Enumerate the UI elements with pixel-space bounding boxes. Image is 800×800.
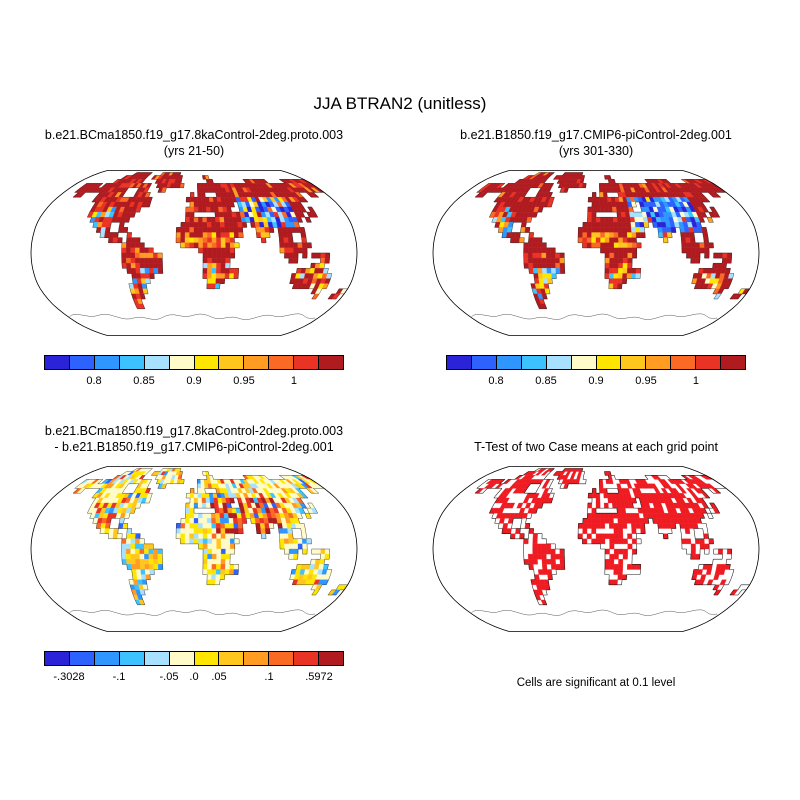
world-map-difference <box>30 466 358 632</box>
colorbar-segment <box>671 356 697 369</box>
colorbar-tick-label: .5972 <box>305 671 333 683</box>
colorbar-segment <box>94 356 120 369</box>
colorbar-segment <box>269 652 295 665</box>
world-map-ttest <box>432 466 760 632</box>
colorbar-segment <box>45 652 70 665</box>
panel-title: b.e21.BCma1850.f19_g17.8kaControl-2deg.p… <box>44 424 344 438</box>
colorbar-segment <box>169 356 195 369</box>
colorbar-tick-label: 1 <box>692 375 700 387</box>
colorbar-segment <box>496 356 522 369</box>
world-map-case1 <box>30 170 358 336</box>
colorbar-segment <box>521 356 547 369</box>
colorbar-segment <box>244 652 270 665</box>
colorbar-tick-label: 0.95 <box>635 375 657 387</box>
panel-title: b.e21.BCma1850.f19_g17.8kaControl-2deg.p… <box>44 128 344 142</box>
panel-subtitle: - b.e21.B1850.f19_g17.CMIP6-piControl-2d… <box>54 439 334 454</box>
panel-case1: b.e21.BCma1850.f19_g17.8kaControl-2deg.p… <box>2 128 386 391</box>
colorbar-segment <box>244 356 270 369</box>
colorbar-tick-label: .05 <box>211 671 227 683</box>
colorbar-segment <box>721 356 746 369</box>
colorbar-case1: 0.8 0.85 0.9 0.95 1 <box>44 355 344 391</box>
colorbar-segment <box>471 356 497 369</box>
panel-title-block: T-Test of two Case means at each grid po… <box>404 424 788 457</box>
colorbar-tick-label: 0.8 <box>86 375 102 387</box>
colorbar-segment <box>646 356 672 369</box>
significance-caption: Cells are significant at 0.1 level <box>516 677 676 689</box>
colorbar-segment <box>294 652 320 665</box>
colorbar <box>446 355 746 370</box>
colorbar-segment <box>294 356 320 369</box>
colorbar-tick-label: 0.85 <box>133 375 155 387</box>
colorbar <box>44 355 344 370</box>
panel-title: b.e21.B1850.f19_g17.CMIP6-piControl-2deg… <box>460 128 732 142</box>
panel-difference: b.e21.BCma1850.f19_g17.8kaControl-2deg.p… <box>2 424 386 687</box>
colorbar-segment <box>596 356 622 369</box>
colorbar-case2: 0.8 0.85 0.9 0.95 1 <box>446 355 746 391</box>
colorbar-segment <box>447 356 472 369</box>
colorbar-segment <box>69 652 95 665</box>
panel-title-block: b.e21.BCma1850.f19_g17.8kaControl-2deg.p… <box>2 128 386 161</box>
colorbar-tick-label: .1 <box>264 671 274 683</box>
colorbar <box>44 651 344 666</box>
colorbar-segment <box>119 356 145 369</box>
panel-title-block: b.e21.BCma1850.f19_g17.8kaControl-2deg.p… <box>2 424 386 457</box>
colorbar-tick-label: .0 <box>189 671 199 683</box>
colorbar-tick-label: 0.95 <box>233 375 255 387</box>
panel-subtitle: (yrs 301-330) <box>558 143 634 158</box>
colorbar-segment <box>571 356 597 369</box>
colorbar-tick-label: 0.85 <box>535 375 557 387</box>
panel-case2: b.e21.B1850.f19_g17.CMIP6-piControl-2deg… <box>404 128 788 391</box>
colorbar-segment <box>696 356 722 369</box>
colorbar-tick-label: 0.9 <box>186 375 202 387</box>
colorbar-segment <box>219 356 245 369</box>
panel-title-block: b.e21.B1850.f19_g17.CMIP6-piControl-2deg… <box>404 128 788 161</box>
colorbar-segment <box>144 652 170 665</box>
colorbar-difference: -.3028 -.1 -.05 .0 .05 .1 .5972 <box>44 651 344 687</box>
colorbar-tick-label: -.05 <box>159 671 179 683</box>
panel-subtitle: (yrs 21-50) <box>163 143 225 158</box>
colorbar-tick-label: -.3028 <box>53 671 85 683</box>
colorbar-segment <box>319 652 344 665</box>
colorbar-segment <box>319 356 344 369</box>
world-map-case2 <box>432 170 760 336</box>
colorbar-tick-label: 0.8 <box>488 375 504 387</box>
panel-ttest: T-Test of two Case means at each grid po… <box>404 424 788 689</box>
colorbar-segment <box>119 652 145 665</box>
colorbar-segment <box>69 356 95 369</box>
colorbar-segment <box>546 356 572 369</box>
colorbar-segment <box>194 652 220 665</box>
colorbar-segment <box>45 356 70 369</box>
colorbar-segment <box>94 652 120 665</box>
colorbar-tick-label: 0.9 <box>588 375 604 387</box>
colorbar-segment <box>169 652 195 665</box>
panel-title: T-Test of two Case means at each grid po… <box>474 440 718 454</box>
colorbar-segment <box>144 356 170 369</box>
colorbar-segment <box>269 356 295 369</box>
colorbar-tick-label: 1 <box>290 375 298 387</box>
colorbar-segment <box>219 652 245 665</box>
colorbar-segment <box>194 356 220 369</box>
colorbar-tick-label: -.1 <box>112 671 126 683</box>
figure-title: JJA BTRAN2 (unitless) <box>313 94 487 113</box>
colorbar-segment <box>621 356 647 369</box>
